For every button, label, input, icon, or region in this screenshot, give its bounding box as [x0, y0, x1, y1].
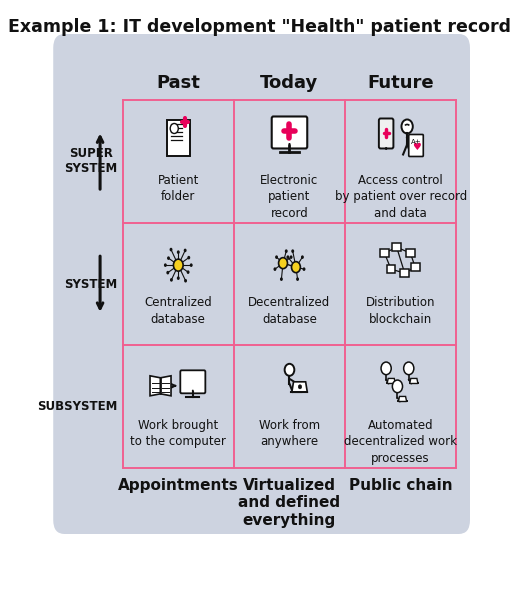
Text: ♥: ♥: [412, 142, 420, 152]
Circle shape: [164, 263, 167, 267]
FancyBboxPatch shape: [409, 135, 423, 157]
Circle shape: [187, 270, 189, 274]
FancyBboxPatch shape: [53, 34, 470, 534]
Polygon shape: [387, 378, 395, 384]
Circle shape: [177, 250, 180, 254]
Circle shape: [393, 380, 402, 393]
Polygon shape: [292, 382, 307, 392]
Text: Distribution
blockchain: Distribution blockchain: [366, 296, 435, 326]
FancyBboxPatch shape: [386, 265, 395, 273]
Circle shape: [275, 256, 278, 259]
Circle shape: [190, 263, 193, 267]
Circle shape: [187, 256, 190, 260]
Text: Centralized
database: Centralized database: [145, 296, 212, 326]
Text: SUPER
SYSTEM: SUPER SYSTEM: [64, 147, 118, 176]
Circle shape: [167, 256, 170, 260]
Circle shape: [170, 278, 173, 282]
Circle shape: [298, 385, 302, 389]
Circle shape: [280, 278, 283, 281]
Text: Example 1: IT development "Health" patient record: Example 1: IT development "Health" patie…: [8, 18, 512, 36]
Circle shape: [301, 256, 304, 259]
FancyBboxPatch shape: [380, 249, 389, 257]
Circle shape: [192, 390, 194, 392]
Circle shape: [170, 123, 178, 133]
Circle shape: [285, 249, 288, 253]
Circle shape: [174, 259, 183, 271]
Text: Patient
folder: Patient folder: [158, 174, 199, 203]
Text: Automated
decentralized work
processes: Automated decentralized work processes: [344, 419, 457, 465]
Polygon shape: [398, 397, 407, 401]
Circle shape: [184, 279, 187, 282]
Text: Work brought
to the computer: Work brought to the computer: [131, 419, 226, 448]
Text: Access control
by patient over record
and data: Access control by patient over record an…: [334, 174, 467, 219]
Circle shape: [290, 256, 293, 259]
Circle shape: [279, 257, 288, 269]
Circle shape: [291, 249, 294, 253]
Circle shape: [274, 267, 277, 271]
Text: Decentralized
database: Decentralized database: [249, 296, 331, 326]
Polygon shape: [161, 376, 171, 396]
FancyBboxPatch shape: [411, 263, 420, 271]
Circle shape: [292, 262, 301, 273]
Circle shape: [288, 143, 291, 146]
Circle shape: [177, 276, 180, 280]
Polygon shape: [410, 378, 418, 384]
Text: A+: A+: [411, 139, 421, 145]
Circle shape: [303, 267, 305, 271]
FancyBboxPatch shape: [167, 120, 190, 157]
Circle shape: [166, 271, 169, 275]
FancyBboxPatch shape: [379, 119, 394, 148]
Circle shape: [381, 362, 391, 375]
Circle shape: [404, 362, 414, 375]
FancyBboxPatch shape: [406, 249, 415, 257]
Circle shape: [170, 248, 173, 251]
Text: SUBSYSTEM: SUBSYSTEM: [37, 400, 118, 413]
Circle shape: [296, 278, 299, 281]
Text: Virtualized
and defined
everything: Virtualized and defined everything: [238, 478, 341, 528]
FancyBboxPatch shape: [180, 370, 205, 393]
Polygon shape: [150, 376, 161, 396]
Text: Future: Future: [367, 74, 434, 92]
FancyBboxPatch shape: [400, 269, 409, 277]
Text: Electronic
patient
record: Electronic patient record: [261, 174, 319, 219]
Circle shape: [184, 248, 187, 252]
Text: SYSTEM: SYSTEM: [64, 278, 118, 291]
Text: Work from
anywhere: Work from anywhere: [259, 419, 320, 448]
Circle shape: [385, 147, 387, 150]
Circle shape: [287, 256, 289, 259]
Text: Today: Today: [261, 74, 319, 92]
Text: Appointments: Appointments: [118, 478, 239, 493]
FancyBboxPatch shape: [392, 243, 401, 251]
FancyBboxPatch shape: [272, 116, 307, 148]
Text: Public chain: Public chain: [349, 478, 452, 493]
Text: Past: Past: [157, 74, 200, 92]
Circle shape: [284, 364, 294, 376]
Circle shape: [401, 119, 413, 133]
